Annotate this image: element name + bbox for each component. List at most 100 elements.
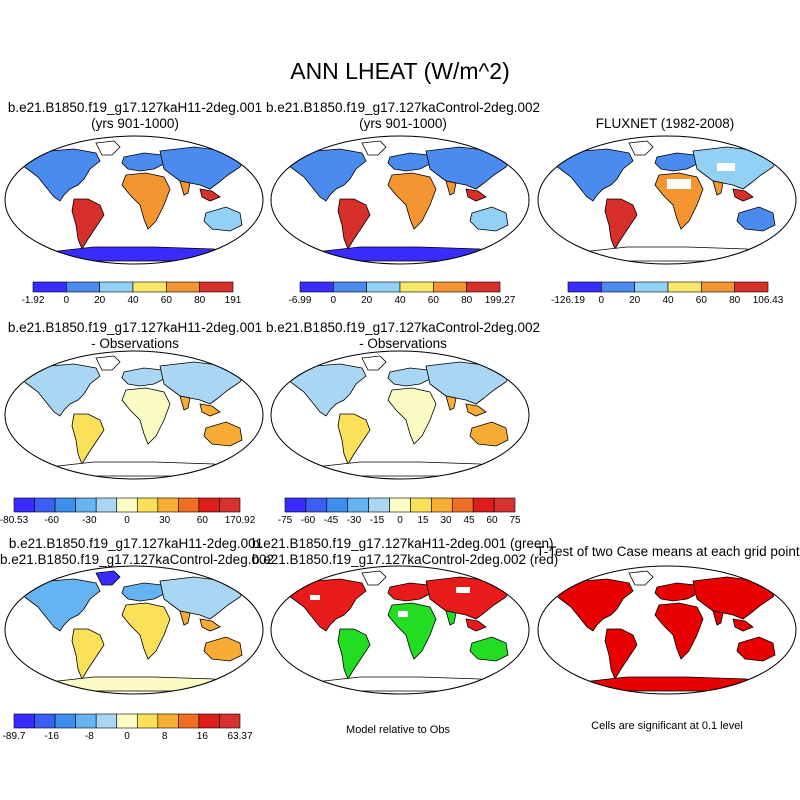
map-border <box>270 135 530 265</box>
map-panel-7 <box>270 565 530 695</box>
panel-5-title: b.e21.B1850.f19_g17.127kaControl-2deg.00… <box>263 320 543 352</box>
colorbar-label: 199.27 <box>485 295 516 306</box>
colorbar-label: 15 <box>417 515 429 526</box>
colorbar-swatch <box>99 281 134 293</box>
colorbar-label: 191 <box>225 295 242 306</box>
panel-6-title: b.e21.B1850.f19_g17.127kaH11-2deg.001 b.… <box>0 536 274 568</box>
colorbar-swatch <box>284 497 307 513</box>
mixed-cell-0 <box>398 611 408 617</box>
map-panel-1 <box>4 135 264 265</box>
colorbar-label: 80 <box>194 295 206 306</box>
continent-south-america <box>604 628 638 680</box>
map-panel-6 <box>4 565 264 695</box>
colorbar-swatch <box>75 713 97 729</box>
continent-india <box>445 180 457 196</box>
colorbar-label: 30 <box>440 515 452 526</box>
panel-7-title-line2: b.e21.B1850.f19_g17.127kaControl-2deg.00… <box>252 552 559 567</box>
continent-australia <box>203 636 243 662</box>
map-border <box>270 565 530 695</box>
colorbar-swatch <box>198 497 220 513</box>
colorbar-swatch <box>178 497 200 513</box>
panel-4-title-line1: b.e21.B1850.f19_g17.127kaH11-2deg.001 <box>7 320 263 335</box>
colorbar-label: -30 <box>82 515 97 526</box>
colorbar-label: 80 <box>729 295 741 306</box>
relative-note: Model relative to Obs <box>346 724 450 736</box>
continent-greenland <box>361 355 387 371</box>
colorbar-label: 0 <box>397 515 403 526</box>
colorbar-swatch <box>431 497 453 513</box>
continent-europe <box>121 582 167 602</box>
map-panels <box>4 135 797 695</box>
mixed-cell-2 <box>310 595 320 600</box>
continent-europe <box>654 152 700 172</box>
colorbar-label: -80.53 <box>0 515 29 526</box>
colorbar-casediff: -89.7 -16 -8 0 8 16 63.37 <box>3 713 253 742</box>
continent-se-asia <box>465 403 487 417</box>
ttest-note: Cells are significant at 0.1 level <box>591 720 743 732</box>
colorbar-swatch <box>198 713 220 729</box>
colorbar-swatch <box>66 281 100 293</box>
continent-south-america <box>604 198 638 250</box>
colorbar-swatch <box>219 497 241 513</box>
map-panel-4 <box>4 350 264 480</box>
continent-se-asia <box>732 188 754 202</box>
continent-europe <box>387 367 433 387</box>
colorbar-swatch <box>13 713 35 729</box>
continent-australia <box>736 206 776 232</box>
continent-north-america <box>21 363 101 417</box>
continent-north-america <box>21 148 101 202</box>
continent-south-america <box>337 628 371 680</box>
panel-3-title: FLUXNET (1982-2008) <box>530 116 800 132</box>
continent-south-america <box>337 198 371 250</box>
map-border <box>537 135 797 265</box>
continent-se-asia <box>732 618 754 632</box>
colorbar-swatch <box>701 281 735 293</box>
continent-india <box>712 180 724 196</box>
colorbar-label: 20 <box>361 295 373 306</box>
colorbar-label: 20 <box>94 295 106 306</box>
colorbar-swatch <box>347 497 369 513</box>
colorbar-swatch <box>493 497 516 513</box>
colorbar-swatch <box>399 281 434 293</box>
continent-greenland <box>95 570 121 586</box>
colorbar-swatch <box>54 713 76 729</box>
continent-north-america <box>287 148 367 202</box>
continent-africa <box>121 602 171 660</box>
colorbar-swatch <box>166 281 200 293</box>
panel-1-title: b.e21.B1850.f19_g17.127kaH11-2deg.001 (y… <box>0 100 270 132</box>
colorbar-diff2: -75 -60 -45 -30 -15 0 15 30 45 60 75 <box>278 497 521 526</box>
colorbar-swatch <box>410 497 432 513</box>
colorbar-swatch <box>734 281 769 293</box>
continent-india <box>712 610 724 626</box>
colorbar-swatch <box>299 281 334 293</box>
colorbar-swatch <box>75 497 97 513</box>
continent-south-america <box>71 628 105 680</box>
continent-greenland <box>361 140 387 156</box>
panel-7-title: b.e21.B1850.f19_g17.127kaH11-2deg.001 (g… <box>252 536 559 568</box>
colorbar-label: -6.99 <box>289 295 312 306</box>
continent-australia <box>469 636 509 662</box>
panel-5-title-line2: - Observations <box>359 336 447 351</box>
continent-europe <box>654 582 700 602</box>
colorbar-swatch <box>116 713 138 729</box>
continent-greenland <box>95 140 121 156</box>
panel-4-title: b.e21.B1850.f19_g17.127kaH11-2deg.001 - … <box>0 320 270 352</box>
continent-north-america <box>287 363 367 417</box>
colorbar-label: 75 <box>509 515 521 526</box>
continent-south-america <box>337 413 371 465</box>
map-panel-2 <box>270 135 530 265</box>
colorbar-diff1: -80.53 -60 -30 0 30 60 170.92 <box>0 497 256 526</box>
figure-title: ANN LHEAT (W/m^2) <box>290 58 510 84</box>
colorbar-label: 60 <box>696 295 708 306</box>
colorbar-label: 60 <box>197 515 209 526</box>
colorbar-swatch <box>136 497 159 513</box>
colorbar-label: 0 <box>64 295 70 306</box>
colorbar-swatch <box>157 497 179 513</box>
colorbar-swatch <box>178 713 200 729</box>
panel-3-title-line1: FLUXNET (1982-2008) <box>595 116 735 131</box>
panel-1-title-line1: b.e21.B1850.f19_g17.127kaH11-2deg.001 <box>7 100 263 115</box>
continent-europe <box>387 582 433 602</box>
missing-cell-0 <box>667 179 691 189</box>
colorbar-label: -15 <box>370 515 385 526</box>
